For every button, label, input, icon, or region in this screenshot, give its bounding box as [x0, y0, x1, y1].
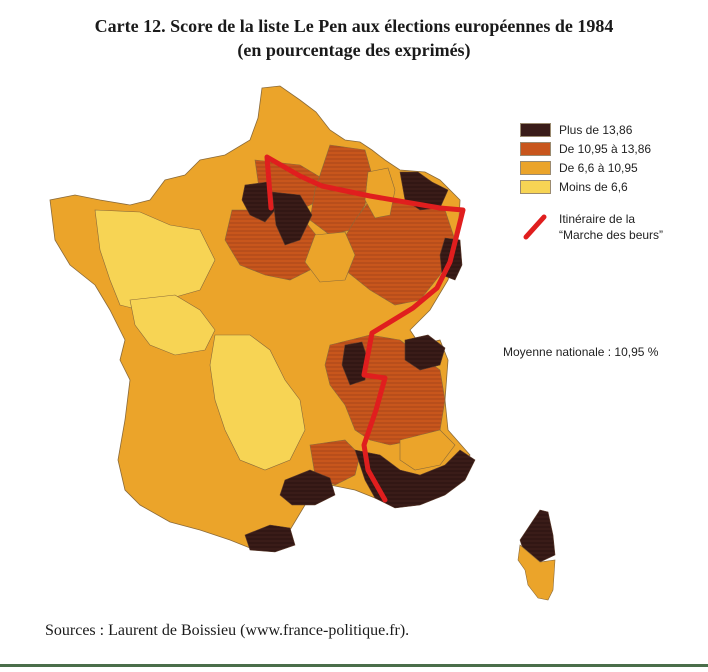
legend-label-midhigh: De 10,95 à 13,86 [559, 141, 652, 156]
map-title: Carte 12. Score de la liste Le Pen aux é… [0, 14, 708, 62]
region-low-west [94, 209, 216, 311]
region-mid-meuse [364, 167, 396, 219]
region-high-hautesavoie [404, 334, 446, 371]
region-high-paca [354, 449, 476, 509]
legend-swatch-midhigh [520, 141, 551, 156]
corsica-south [517, 544, 556, 601]
region-low-centre [129, 294, 216, 356]
title-line-2: (en pourcentage des exprimés) [237, 40, 471, 60]
legend-route-line-1: Itinéraire de la [559, 212, 636, 226]
national-average: Moyenne nationale : 10,95 % [503, 345, 659, 359]
legend-swatch-low [520, 179, 551, 194]
legend-item-mid: De 6,6 à 10,95 [520, 158, 663, 177]
legend-swatch-mid [520, 160, 551, 175]
marche-des-beurs-route [264, 154, 466, 503]
region-high-rhone [341, 341, 369, 386]
legend-label-low: Moins de 6,6 [559, 179, 628, 194]
route-line-icon [523, 214, 547, 240]
legend-route-line-2: “Marche des beurs” [559, 228, 664, 242]
legend-label-high: Plus de 13,86 [559, 122, 633, 137]
region-high-paris-east [271, 191, 313, 246]
region-mid-alpes [399, 429, 456, 471]
legend-item-midhigh: De 10,95 à 13,86 [520, 139, 663, 158]
bottom-divider [0, 664, 708, 667]
title-line-1: Carte 12. Score de la liste Le Pen aux é… [94, 16, 614, 36]
legend-item-low: Moins de 6,6 [520, 177, 663, 196]
region-mid-hautemarne [304, 231, 356, 283]
legend-label-mid: De 6,6 à 10,95 [559, 160, 638, 175]
legend-swatch-high [520, 122, 551, 137]
map-legend: Plus de 13,86 De 10,95 à 13,86 De 6,6 à … [520, 120, 663, 243]
region-low-limousin [209, 334, 306, 471]
region-high-herault [279, 469, 336, 506]
legend-item-high: Plus de 13,86 [520, 120, 663, 139]
region-high-pyrenees-orientales [244, 524, 296, 553]
legend-item-route: Itinéraire de la “Marche des beurs” [520, 211, 663, 243]
source-caption: Sources : Laurent de Boissieu (www.franc… [45, 622, 410, 639]
